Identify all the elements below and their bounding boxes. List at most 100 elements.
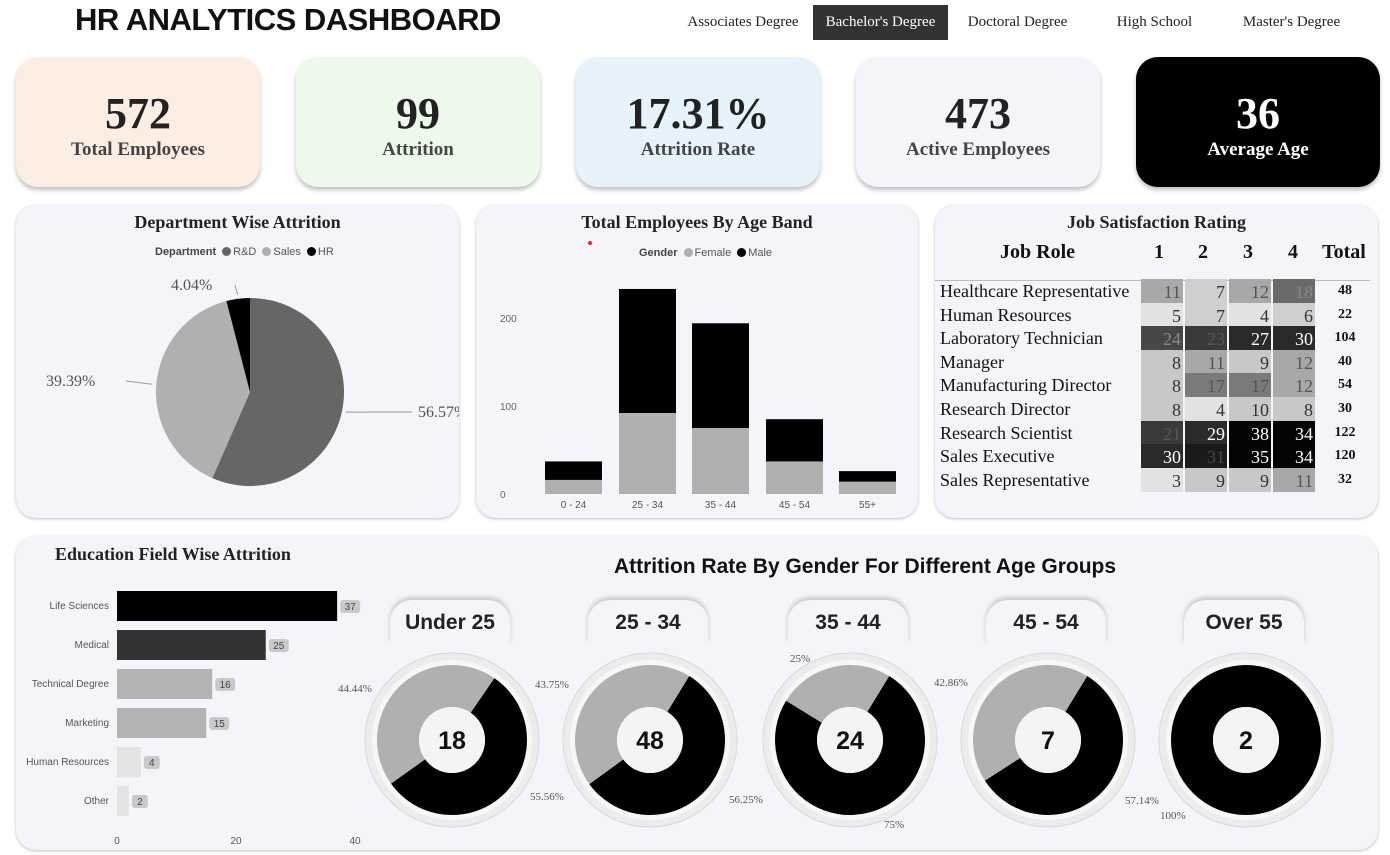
matrix-row-label-6: Research Scientist [940,422,1073,443]
pie-slice-2[interactable] [226,298,250,392]
matrix-cell[interactable]: 11 [1141,279,1183,303]
bar-female-4[interactable] [839,481,896,494]
edu-category-label-5: Other [84,796,110,807]
matrix-cell[interactable]: 23 [1185,326,1227,351]
bar-female-1[interactable] [619,413,676,494]
bar-female-0[interactable] [545,479,602,494]
edu-bar-1[interactable] [117,630,266,660]
gender-age-title: Attrition Rate By Gender For Different A… [613,555,1117,578]
matrix-cell[interactable]: 21 [1141,420,1183,445]
legend-item-1: Sales [273,246,301,258]
edu-bar-4[interactable] [117,747,141,777]
bar-male-4[interactable] [839,471,896,482]
gender-legend: Gender Female Male [639,247,772,259]
edu-value-label-4: 4 [149,758,155,769]
matrix-cell[interactable]: 35 [1229,444,1271,469]
kpi-value: 36 [1236,89,1280,138]
matrix-cell[interactable]: 24 [1141,326,1183,351]
x-tick-label-4: 55+ [859,500,876,511]
edu-value-badge-4 [143,756,160,769]
matrix-cell[interactable]: 12 [1229,279,1271,303]
donut-hole [817,707,883,773]
donut-slice-male[interactable] [589,676,725,815]
bar-male-0[interactable] [545,461,602,480]
matrix-cell[interactable]: 34 [1273,444,1315,469]
matrix-row-label-2: Laboratory Technician [940,328,1103,349]
donut-slice-female[interactable] [377,665,495,784]
pie-slice-1[interactable] [155,301,250,479]
matrix-cell[interactable]: 18 [1273,279,1315,303]
matrix-cell[interactable]: 11 [1185,349,1227,374]
bar-male-2[interactable] [692,323,749,428]
bar-male-1[interactable] [619,288,676,414]
matrix-cell[interactable]: 9 [1229,349,1271,374]
edu-bar-3[interactable] [117,708,207,738]
x-tick-label-0: 0 - 24 [561,500,587,511]
matrix-cell[interactable]: 30 [1273,326,1315,351]
matrix-cell[interactable]: 5 [1141,302,1183,327]
matrix-cell[interactable]: 27 [1229,326,1271,351]
department-legend-title: Department [155,246,217,258]
matrix-cell[interactable]: 9 [1185,467,1227,492]
matrix-row-total-2: 104 [1334,330,1356,346]
donut-slice-male[interactable] [775,676,925,815]
donut-slice-female[interactable] [575,665,690,785]
matrix-cell[interactable]: 29 [1185,420,1227,445]
kpi-card-4: 36 Average Age [1136,57,1380,187]
donut-slice-male[interactable] [391,678,527,815]
matrix-row-label-7: Sales Executive [940,446,1055,467]
y-tick-label-1: 100 [500,402,517,413]
matrix-cell[interactable]: 38 [1229,420,1271,445]
age-band-title: Total Employees By Age Band [581,212,813,232]
matrix-cell[interactable]: 10 [1229,397,1271,421]
education-option-3[interactable]: High School [1116,14,1193,30]
matrix-cell[interactable]: 8 [1141,349,1183,374]
matrix-cell[interactable]: 9 [1229,467,1271,492]
pie-slice-0[interactable] [212,298,344,486]
matrix-cell[interactable]: 8 [1141,373,1183,398]
matrix-cell[interactable]: 3 [1141,467,1183,492]
matrix-cell[interactable]: 17 [1185,373,1227,398]
marker-dot [588,241,592,245]
matrix-cell[interactable]: 6 [1273,302,1315,327]
edu-category-label-0: Life Sciences [50,601,109,612]
matrix-cell[interactable]: 7 [1185,279,1227,303]
matrix-cell[interactable]: 4 [1229,302,1271,327]
education-option-1[interactable]: Bachelor's Degree [813,5,948,40]
matrix-cell[interactable]: 31 [1185,444,1227,469]
department-attrition-panel: Department Wise Attrition Department R&D S… [16,205,459,518]
education-option-2[interactable]: Doctoral Degree [967,14,1068,30]
matrix-cell[interactable]: 17 [1229,373,1271,398]
matrix-row-label-3: Manager [940,351,1004,372]
edu-bar-2[interactable] [117,669,213,699]
matrix-cell[interactable]: 30 [1141,444,1183,469]
donut-slice-male[interactable] [984,676,1123,815]
legend-item-2: HR [317,246,334,258]
education-option-4[interactable]: Master's Degree [1242,14,1341,30]
y-tick-label-0: 0 [500,490,506,501]
donut-slice-female[interactable] [973,665,1088,781]
matrix-cell[interactable]: 12 [1273,373,1315,398]
matrix-cell[interactable]: 11 [1273,467,1315,492]
donut-pct-label-6: 42.86% [934,677,968,689]
matrix-cell[interactable]: 12 [1273,349,1315,374]
donut-pct-label-1: 55.56% [530,791,564,803]
matrix-cell[interactable]: 7 [1185,302,1227,327]
matrix-cell[interactable]: 8 [1141,397,1183,421]
matrix-cell[interactable]: 34 [1273,420,1315,445]
education-option-0[interactable]: Associates Degree [687,14,799,30]
bar-female-2[interactable] [692,428,749,494]
x-tick-label-3: 45 - 54 [779,500,811,511]
edu-x-tick-1: 20 [230,836,242,847]
bar-female-3[interactable] [766,461,823,494]
donut-slice-male[interactable] [1171,665,1321,815]
edu-bar-0[interactable] [117,591,338,621]
matrix-cell[interactable]: 8 [1273,397,1315,421]
donut-slice-female[interactable] [786,665,890,723]
kpi-value: 473 [945,89,1011,138]
bar-male-3[interactable] [766,419,823,462]
matrix-cell[interactable]: 4 [1185,397,1227,421]
matrix-row-total-7: 120 [1334,448,1356,464]
edu-bar-5[interactable] [117,786,129,816]
matrix-row-label-4: Manufacturing Director [940,375,1112,396]
